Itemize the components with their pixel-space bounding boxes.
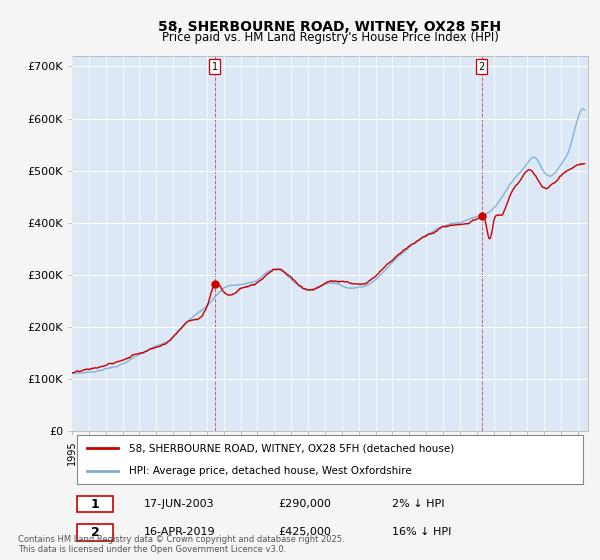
Text: 16-APR-2019: 16-APR-2019: [144, 528, 216, 538]
FancyBboxPatch shape: [77, 524, 113, 540]
Text: £290,000: £290,000: [278, 499, 331, 509]
Text: 2: 2: [478, 62, 485, 72]
Text: 16% ↓ HPI: 16% ↓ HPI: [392, 528, 451, 538]
Text: £425,000: £425,000: [278, 528, 331, 538]
Text: 2% ↓ HPI: 2% ↓ HPI: [392, 499, 445, 509]
Text: 17-JUN-2003: 17-JUN-2003: [144, 499, 215, 509]
Text: 1: 1: [91, 498, 100, 511]
Text: 58, SHERBOURNE ROAD, WITNEY, OX28 5FH: 58, SHERBOURNE ROAD, WITNEY, OX28 5FH: [158, 20, 502, 34]
Text: Contains HM Land Registry data © Crown copyright and database right 2025.
This d: Contains HM Land Registry data © Crown c…: [18, 535, 344, 554]
Text: Price paid vs. HM Land Registry's House Price Index (HPI): Price paid vs. HM Land Registry's House …: [161, 31, 499, 44]
Text: 58, SHERBOURNE ROAD, WITNEY, OX28 5FH (detached house): 58, SHERBOURNE ROAD, WITNEY, OX28 5FH (d…: [129, 444, 454, 453]
Text: HPI: Average price, detached house, West Oxfordshire: HPI: Average price, detached house, West…: [129, 466, 412, 476]
FancyBboxPatch shape: [77, 435, 583, 484]
Text: 2: 2: [91, 526, 100, 539]
FancyBboxPatch shape: [77, 496, 113, 512]
Text: 1: 1: [212, 62, 218, 72]
